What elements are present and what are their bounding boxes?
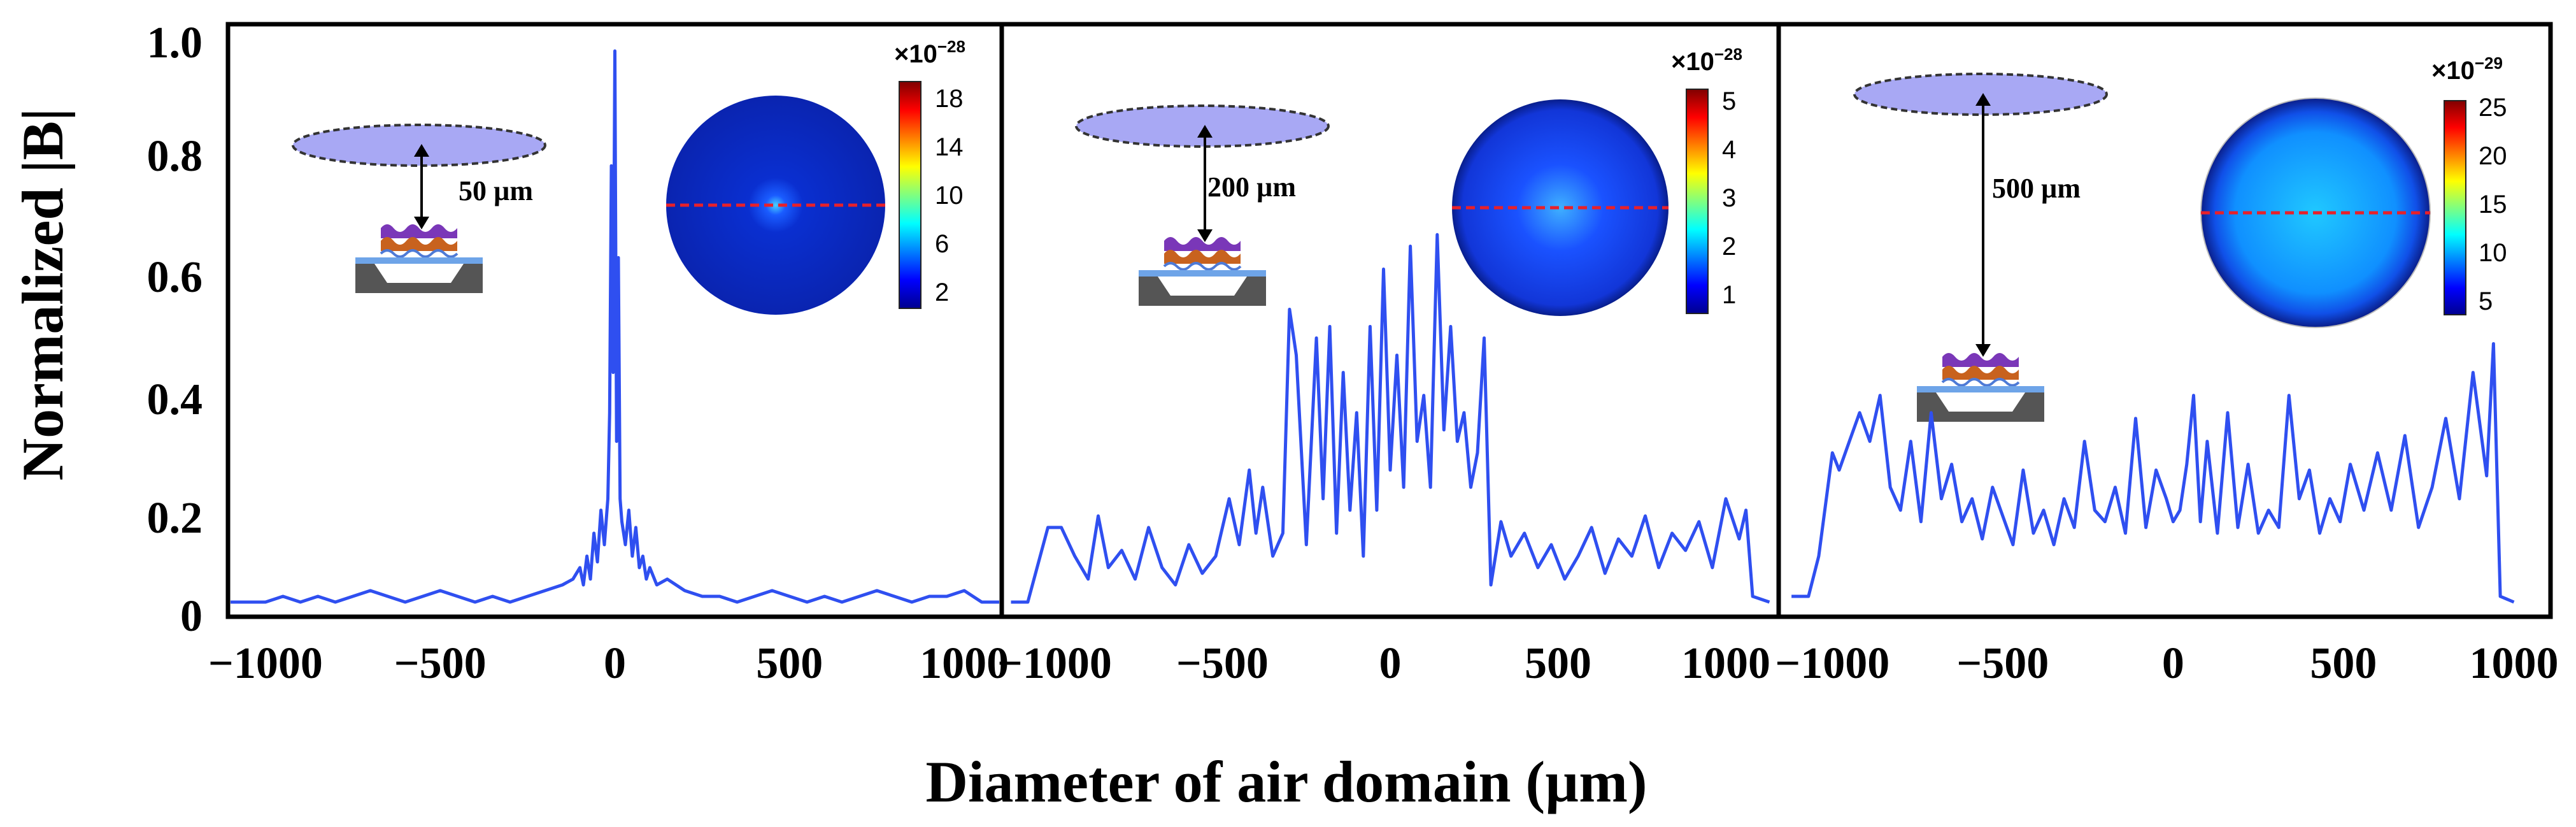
arrow-head-top-icon — [1197, 125, 1213, 138]
arrow-head-bottom-icon — [1975, 344, 1991, 357]
y-tick-0: 0 — [180, 592, 203, 641]
panel-200um: 200 µm ×10−28 5 4 3 2 1 −1000 −500 0 — [997, 22, 1781, 688]
inset-schematic: 500 µm — [1853, 73, 2108, 422]
device-stack-icon — [1139, 237, 1266, 306]
x-tick-neg1000: −1000 — [1775, 639, 1889, 688]
colorbar-tick-20: 20 — [2479, 142, 2507, 170]
arrow-head-bottom-icon — [1197, 229, 1213, 242]
y-axis-label: Normalized |B| — [10, 108, 75, 481]
colorbar-tick-10: 10 — [935, 182, 964, 210]
x-tick-neg500: −500 — [1176, 639, 1269, 688]
series-group — [1791, 342, 2515, 604]
x-ticks: −1000 −500 0 500 1000 — [208, 639, 1009, 688]
colorbar-tick-14: 14 — [935, 133, 964, 161]
colorbar-tick-1: 1 — [1722, 281, 1736, 309]
x-tick-500: 500 — [2310, 639, 2377, 688]
distance-label: 50 µm — [459, 175, 533, 206]
field-map: ×10−28 5 4 3 2 1 — [1452, 45, 1742, 316]
series-group — [231, 49, 999, 604]
colorbar — [2444, 100, 2466, 315]
colorbar-tick-6: 6 — [935, 230, 949, 258]
colorbar — [899, 81, 922, 309]
field-map: ×10−29 25 20 15 10 5 — [2200, 54, 2507, 328]
y-tick-1.0: 1.0 — [147, 18, 203, 68]
colorbar-tick-2: 2 — [935, 278, 949, 306]
colorbar-tick-25: 25 — [2479, 94, 2507, 122]
field-disc — [1452, 99, 1669, 316]
colorbar-scale: ×10−29 — [2431, 54, 2503, 85]
y-tick-0.6: 0.6 — [147, 253, 203, 302]
series-line — [231, 49, 999, 604]
colorbar-tick-15: 15 — [2479, 191, 2507, 219]
x-tick-0: 0 — [1379, 639, 1402, 688]
series-line — [1011, 233, 1770, 604]
x-tick-500: 500 — [1525, 639, 1591, 688]
arrow-head-top-icon — [1975, 93, 1991, 106]
field-disc — [666, 96, 885, 315]
colorbar-tick-5: 5 — [2479, 287, 2493, 315]
colorbar — [1686, 89, 1709, 314]
x-ticks: −1000 −500 0 500 1000 — [1775, 639, 2558, 688]
distance-label: 500 µm — [1992, 173, 2081, 204]
colorbar-tick-4: 4 — [1722, 136, 1736, 164]
series-line — [1791, 342, 2515, 604]
x-tick-0: 0 — [604, 639, 626, 688]
x-tick-neg1000: −1000 — [208, 639, 323, 688]
colorbar-scale: ×10−28 — [894, 37, 965, 68]
inset-schematic: 50 µm — [292, 124, 546, 293]
colorbar-tick-3: 3 — [1722, 184, 1736, 212]
arrow-head-top-icon — [414, 144, 429, 157]
x-tick-neg500: −500 — [394, 639, 487, 688]
colorbar-tick-5: 5 — [1722, 87, 1736, 115]
colorbar-tick-10: 10 — [2479, 239, 2507, 267]
x-tick-1000: 1000 — [920, 639, 1009, 688]
x-axis-label: Diameter of air domain (µm) — [926, 749, 1647, 814]
inset-schematic: 200 µm — [1075, 104, 1330, 306]
series-group — [1011, 233, 1770, 604]
colorbar-tick-2: 2 — [1722, 233, 1736, 261]
y-tick-0.8: 0.8 — [147, 132, 203, 181]
x-tick-500: 500 — [756, 639, 823, 688]
arrow-head-bottom-icon — [414, 217, 429, 229]
x-ticks: −1000 −500 0 500 1000 — [997, 639, 1770, 688]
x-tick-neg1000: −1000 — [997, 639, 1112, 688]
source-ellipse — [1075, 104, 1330, 148]
y-tick-0.2: 0.2 — [147, 494, 203, 543]
panel-50um: 50 µm ×10−28 18 14 10 6 2 −1000 −500 0 — [208, 22, 1009, 688]
source-ellipse — [1853, 73, 2108, 116]
x-tick-neg500: −500 — [1956, 639, 2049, 688]
colorbar-tick-18: 18 — [935, 85, 964, 113]
x-tick-0: 0 — [2162, 639, 2184, 688]
distance-label: 200 µm — [1207, 171, 1296, 203]
y-ticks: 0 0.2 0.4 0.6 0.8 1.0 — [147, 18, 203, 641]
device-stack-icon — [355, 224, 483, 293]
source-ellipse — [292, 124, 546, 167]
colorbar-scale: ×10−28 — [1671, 45, 1742, 76]
panel-500um: 500 µm ×10−29 25 20 15 10 5 −1000 −500 0 — [1775, 22, 2559, 688]
x-tick-1000: 1000 — [1681, 639, 1770, 688]
panel-frame — [1776, 22, 2553, 619]
field-map: ×10−28 18 14 10 6 2 — [666, 37, 965, 315]
x-tick-1000: 1000 — [2470, 639, 2559, 688]
device-stack-icon — [1917, 353, 2044, 422]
y-tick-0.4: 0.4 — [147, 375, 203, 424]
